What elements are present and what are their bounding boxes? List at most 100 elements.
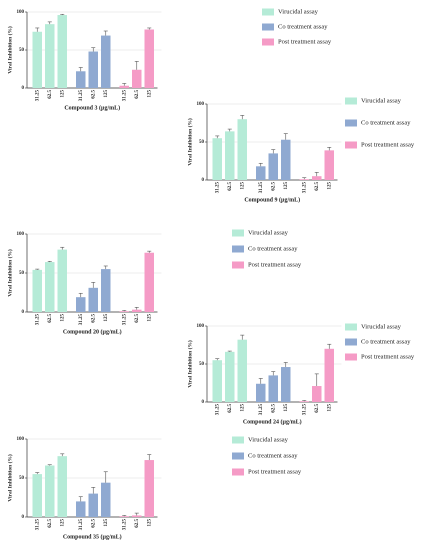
chart-panel: 0 50 100 Viral Inhibition (%) 31.25 62.5 125 Vi…	[6, 8, 332, 111]
bar	[324, 150, 334, 180]
y-axis-label: Viral Inhibition (%)	[186, 340, 193, 388]
x-tick-label: 31.25	[79, 90, 84, 102]
legend-swatch	[232, 436, 244, 444]
bar	[32, 474, 42, 517]
legend-swatch	[345, 119, 357, 127]
x-tick-label: 62.5	[228, 182, 233, 191]
x-axis-label: Compound 35 (µg/mL)	[63, 533, 122, 540]
bar	[76, 71, 86, 88]
x-tick-label: 62.5	[91, 519, 96, 528]
y-tick-label: 100	[17, 437, 25, 442]
bar	[132, 69, 142, 88]
bar	[132, 309, 142, 312]
x-tick-label: 62.5	[48, 90, 53, 99]
legend-label: Post treatment assay	[278, 38, 332, 45]
y-tick-label: 50	[19, 48, 25, 53]
legend-label: Co treatment assay	[361, 119, 411, 126]
y-tick-label: 50	[19, 476, 25, 481]
y-axis-label: Viral Inhibition (%)	[6, 26, 13, 74]
legend-swatch	[232, 261, 244, 269]
bar	[144, 460, 154, 517]
bar	[144, 29, 154, 88]
bar	[225, 131, 235, 180]
y-tick-label: 0	[22, 86, 25, 91]
x-tick-label: 125	[240, 182, 245, 190]
x-tick-label: 31.25	[79, 314, 84, 326]
bar	[212, 138, 222, 180]
bar	[76, 297, 86, 312]
y-tick-label: 100	[17, 232, 25, 237]
x-tick-label: 31.25	[122, 314, 127, 326]
x-tick-label: 125	[284, 404, 289, 412]
legend-swatch	[345, 97, 357, 105]
y-axis-label: Viral Inhibition (%)	[6, 454, 13, 502]
bar	[57, 456, 67, 517]
x-tick-label: 62.5	[91, 90, 96, 99]
x-tick-label: 31.25	[35, 519, 40, 531]
x-axis-label: Compound 24 (µg/mL)	[243, 418, 302, 425]
x-tick-label: 125	[284, 182, 289, 190]
x-tick-label: 62.5	[135, 314, 140, 323]
x-tick-label: 31.25	[302, 182, 307, 194]
legend-swatch	[345, 353, 357, 361]
legend-label: Virucidal assay	[248, 229, 289, 236]
legend-swatch	[232, 468, 244, 476]
legend-swatch	[232, 452, 244, 460]
legend-swatch	[262, 8, 274, 16]
y-tick-label: 0	[202, 178, 205, 183]
bar	[32, 31, 42, 88]
legend-label: Virucidal assay	[248, 436, 289, 443]
bar	[144, 252, 154, 312]
x-tick-label: 125	[60, 519, 65, 527]
bar	[281, 367, 291, 402]
x-axis-label: Compound 20 (µg/mL)	[63, 328, 122, 335]
legend-swatch	[262, 23, 274, 31]
x-tick-label: 31.25	[259, 182, 264, 194]
bar	[237, 119, 247, 180]
bar	[119, 311, 129, 312]
x-tick-label: 125	[60, 90, 65, 98]
bar	[76, 501, 86, 517]
x-tick-label: 31.25	[122, 90, 127, 102]
bar	[45, 24, 55, 88]
legend-swatch	[345, 141, 357, 149]
x-tick-label: 31.25	[259, 404, 264, 416]
legend-swatch	[232, 245, 244, 253]
y-tick-label: 50	[199, 362, 205, 367]
bar	[299, 179, 309, 180]
x-tick-label: 125	[104, 90, 109, 98]
legend-label: Virucidal assay	[278, 8, 319, 15]
bar	[101, 482, 111, 517]
legend-label: Virucidal assay	[361, 323, 402, 330]
legend-label: Co treatment assay	[278, 23, 328, 30]
bar	[57, 15, 67, 88]
x-tick-label: 31.25	[35, 314, 40, 326]
x-tick-label: 125	[104, 314, 109, 322]
y-tick-label: 100	[197, 324, 205, 329]
bar	[32, 269, 42, 312]
chart-panel: 0 50 100 Viral Inhibition (%) 31.25 62.5 125 Vi…	[186, 323, 415, 425]
x-tick-label: 125	[327, 182, 332, 190]
x-tick-label: 62.5	[135, 90, 140, 99]
bar	[45, 465, 55, 517]
x-tick-label: 31.25	[215, 182, 220, 194]
x-tick-label: 31.25	[302, 404, 307, 416]
legend-label: Post treatment assay	[361, 353, 415, 360]
x-tick-label: 31.25	[79, 519, 84, 531]
legend-swatch	[232, 229, 244, 237]
bar	[312, 176, 322, 180]
y-tick-label: 50	[199, 140, 205, 145]
legend-label: Co treatment assay	[248, 452, 298, 459]
x-tick-label: 125	[147, 314, 152, 322]
x-tick-label: 62.5	[271, 182, 276, 191]
legend-label: Post treatment assay	[248, 468, 302, 475]
x-axis-label: Compound 3 (µg/mL)	[64, 104, 120, 111]
x-tick-label: 62.5	[48, 519, 53, 528]
bar	[256, 383, 266, 402]
bar	[88, 51, 98, 88]
y-tick-label: 0	[22, 515, 25, 520]
legend-swatch	[345, 338, 357, 346]
legend-swatch	[345, 323, 357, 331]
y-tick-label: 100	[197, 102, 205, 107]
bar	[119, 85, 129, 88]
